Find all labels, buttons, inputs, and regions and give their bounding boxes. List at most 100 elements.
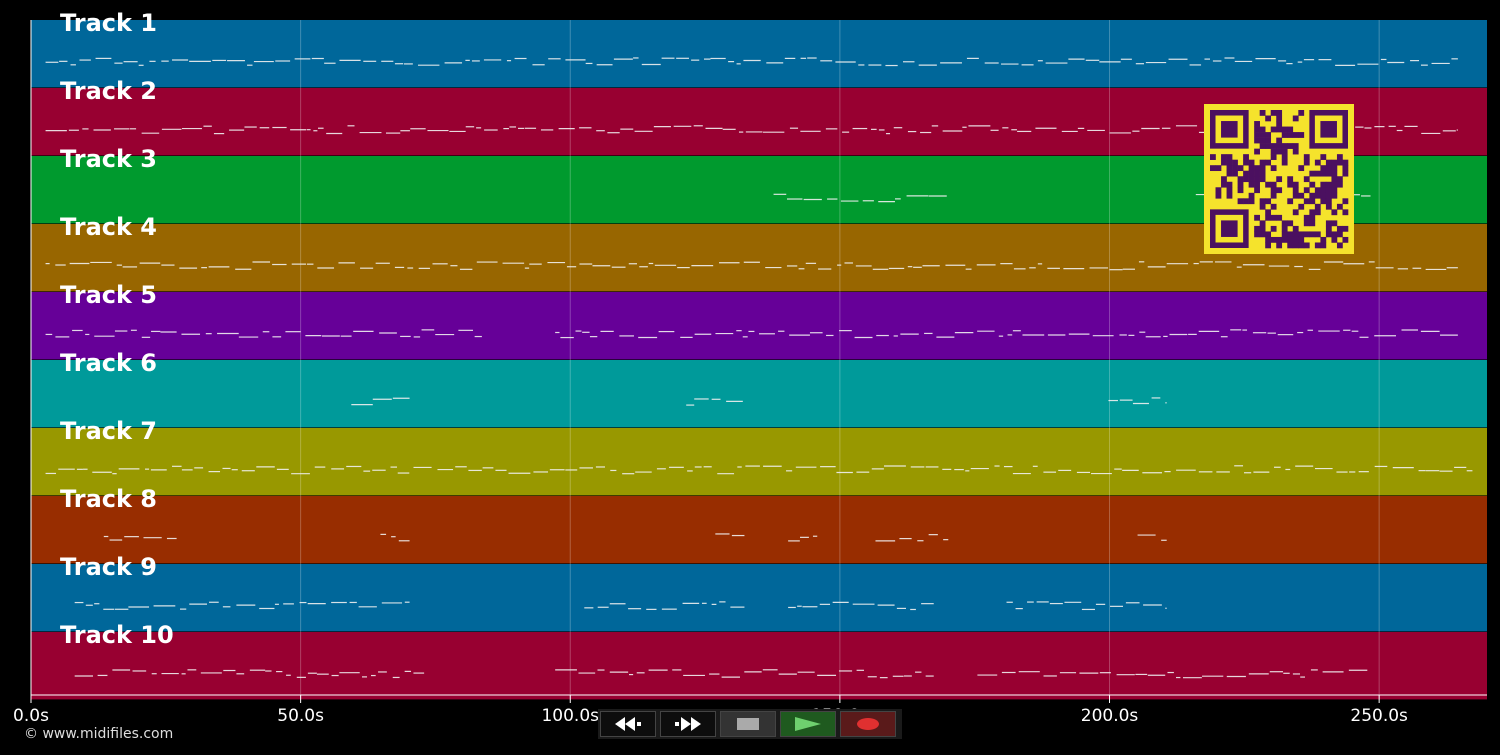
qr-module: [1210, 165, 1216, 172]
qr-module: [1237, 198, 1244, 205]
qr-module: [1270, 225, 1277, 232]
qr-module: [1331, 187, 1338, 194]
qr-module: [1320, 242, 1327, 249]
qr-module: [1265, 137, 1272, 144]
qr-module: [1336, 176, 1343, 183]
track-label: Track 1: [60, 9, 157, 37]
qr-module: [1320, 170, 1327, 177]
qr-module: [1276, 176, 1283, 183]
qr-module: [1342, 165, 1349, 172]
qr-module: [1325, 203, 1332, 210]
qr-module: [1281, 148, 1288, 155]
qr-module: [1254, 225, 1260, 232]
qr-module: [1281, 220, 1288, 227]
stop-button[interactable]: [720, 711, 776, 737]
qr-module: [1254, 165, 1260, 172]
qr-module: [1303, 214, 1310, 221]
qr-module: [1248, 181, 1255, 188]
qr-module: [1232, 170, 1238, 177]
qr-module: [1298, 110, 1305, 116]
qr-module: [1298, 231, 1305, 238]
qr-module: [1237, 181, 1244, 188]
note-marks: [45, 57, 1473, 679]
qr-module: [1237, 176, 1244, 183]
qr-module: [1232, 159, 1238, 166]
qr-module: [1281, 126, 1288, 133]
qr-module: [1265, 209, 1272, 216]
qr-module: [1270, 126, 1277, 133]
qr-module: [1265, 181, 1272, 188]
rewind-icon: [615, 717, 641, 731]
qr-module: [1325, 165, 1332, 172]
qr-module: [1276, 126, 1283, 133]
qr-module: [1281, 225, 1288, 232]
qr-module: [1342, 170, 1349, 177]
qr-module: [1342, 198, 1349, 205]
qr-module: [1309, 181, 1316, 188]
record-button[interactable]: [840, 711, 896, 737]
qr-module: [1320, 192, 1327, 199]
qr-module: [1320, 154, 1327, 160]
qr-module: [1309, 192, 1316, 199]
qr-module: [1303, 187, 1310, 194]
qr-module: [1254, 231, 1260, 238]
fast-forward-icon: [675, 717, 701, 731]
rewind-button[interactable]: [600, 711, 656, 737]
qr-module: [1314, 242, 1321, 249]
qr-module: [1254, 132, 1260, 138]
qr-module: [1320, 187, 1327, 194]
track-lane-10: [31, 632, 1487, 700]
qr-module: [1336, 225, 1343, 232]
qr-module: [1254, 137, 1260, 144]
qr-module: [1298, 203, 1305, 210]
track-label: Track 5: [60, 281, 157, 309]
qr-module: [1281, 231, 1288, 238]
qr-module: [1325, 198, 1332, 205]
qr-module: [1314, 187, 1321, 194]
qr-module: [1298, 165, 1305, 172]
qr-module: [1336, 242, 1343, 249]
qr-module: [1303, 231, 1310, 238]
qr-module: [1270, 192, 1277, 199]
qr-module: [1270, 181, 1277, 188]
qr-finder-core: [1320, 121, 1337, 138]
qr-module: [1336, 159, 1343, 166]
qr-module: [1226, 154, 1233, 160]
qr-module: [1254, 181, 1260, 188]
tick-label: 50.0s: [277, 706, 324, 726]
qr-module: [1331, 165, 1338, 172]
qr-module: [1287, 176, 1294, 183]
qr-module: [1320, 236, 1327, 243]
qr-module: [1276, 137, 1283, 144]
qr-module: [1259, 203, 1266, 210]
qr-module: [1221, 181, 1227, 188]
qr-module: [1248, 198, 1255, 205]
qr-module: [1292, 143, 1299, 149]
qr-module: [1331, 209, 1338, 216]
qr-module: [1243, 154, 1249, 160]
qr-module: [1210, 154, 1216, 160]
qr-module: [1303, 242, 1310, 249]
qr-module: [1265, 115, 1272, 122]
qr-module: [1314, 159, 1321, 166]
qr-module: [1276, 121, 1283, 127]
qr-module: [1243, 170, 1249, 177]
qr-module: [1287, 242, 1294, 249]
qr-module: [1342, 225, 1349, 232]
qr-module: [1265, 214, 1272, 221]
tick-label: 200.0s: [1081, 706, 1139, 726]
qr-module: [1259, 220, 1266, 227]
play-button[interactable]: [780, 711, 836, 737]
track-lane-5: [31, 292, 1487, 360]
qr-module: [1287, 236, 1294, 243]
qr-module: [1270, 148, 1277, 155]
track-label: Track 9: [60, 553, 157, 581]
qr-module: [1226, 187, 1233, 194]
qr-module: [1314, 203, 1321, 210]
qr-module: [1292, 181, 1299, 188]
qr-module: [1303, 159, 1310, 166]
qr-module: [1265, 236, 1272, 243]
fast-forward-button[interactable]: [660, 711, 716, 737]
track-lane-6: [31, 360, 1487, 428]
record-icon: [857, 718, 879, 730]
